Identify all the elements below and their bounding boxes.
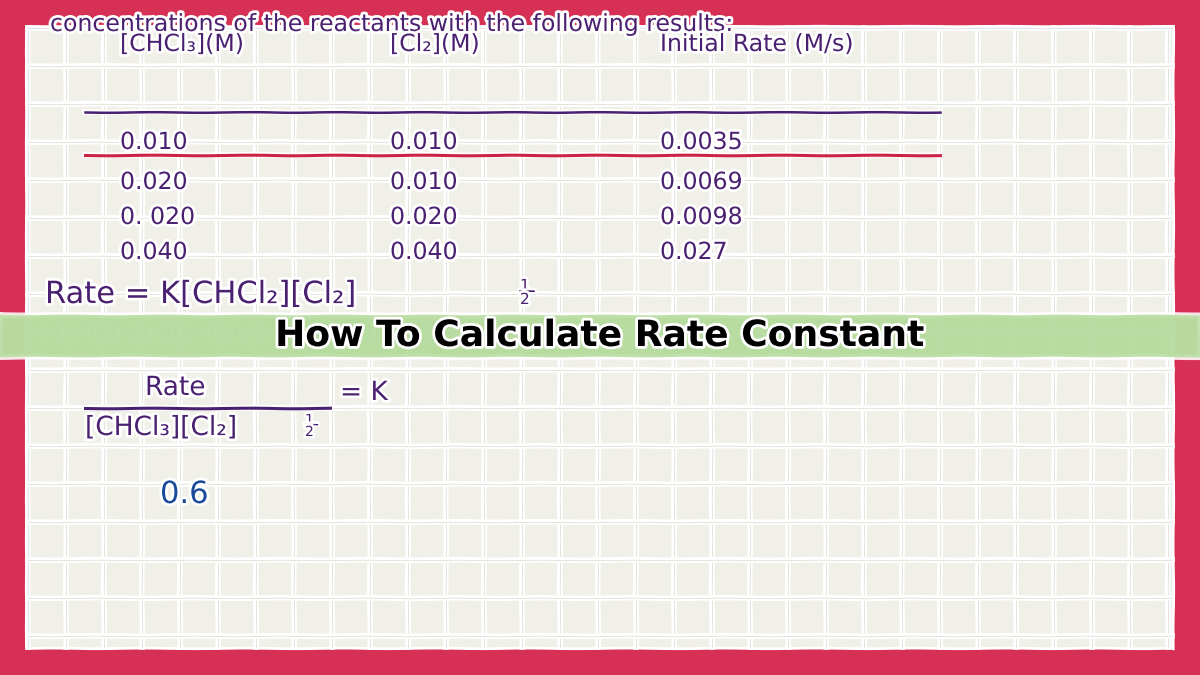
- Text: 2: 2: [520, 292, 529, 307]
- Text: Rate: Rate: [145, 375, 205, 401]
- Text: [CHCl₃](M): [CHCl₃](M): [120, 32, 244, 56]
- Text: 0.0035: 0.0035: [660, 130, 743, 154]
- Text: 0.0069: 0.0069: [660, 170, 743, 194]
- Bar: [0, 315, 1200, 357]
- Text: = K: = K: [340, 380, 388, 406]
- Text: 0.6: 0.6: [160, 480, 209, 509]
- Text: 0.040: 0.040: [120, 240, 187, 264]
- Text: 2: 2: [305, 425, 313, 439]
- Text: 0.020: 0.020: [120, 170, 187, 194]
- Text: [CHCl₃][Cl₂]: [CHCl₃][Cl₂]: [85, 415, 238, 441]
- Text: 1: 1: [520, 278, 529, 293]
- Text: concentrations of the reactants with the following results:: concentrations of the reactants with the…: [50, 12, 734, 36]
- Text: [Cl₂](M): [Cl₂](M): [390, 32, 480, 56]
- Text: 0.010: 0.010: [120, 130, 187, 154]
- Text: 0.010: 0.010: [390, 130, 457, 154]
- Text: Rate = K[CHCl₂][Cl₂]: Rate = K[CHCl₂][Cl₂]: [46, 280, 356, 309]
- Text: 0.027: 0.027: [660, 240, 727, 264]
- Text: Initial Rate (M/s): Initial Rate (M/s): [660, 32, 854, 56]
- Text: How To Calculate Rate Constant: How To Calculate Rate Constant: [275, 319, 925, 353]
- Text: 0. 020: 0. 020: [120, 205, 194, 229]
- Text: 1: 1: [305, 413, 314, 427]
- Text: 0.020: 0.020: [390, 205, 457, 229]
- Text: 0.040: 0.040: [390, 240, 457, 264]
- Text: 0.010: 0.010: [390, 170, 457, 194]
- Text: 0.0098: 0.0098: [660, 205, 743, 229]
- Text: b) Determine the rate constant (K) for the rxn: b) Determine the rate constant (K) for t…: [46, 320, 587, 344]
